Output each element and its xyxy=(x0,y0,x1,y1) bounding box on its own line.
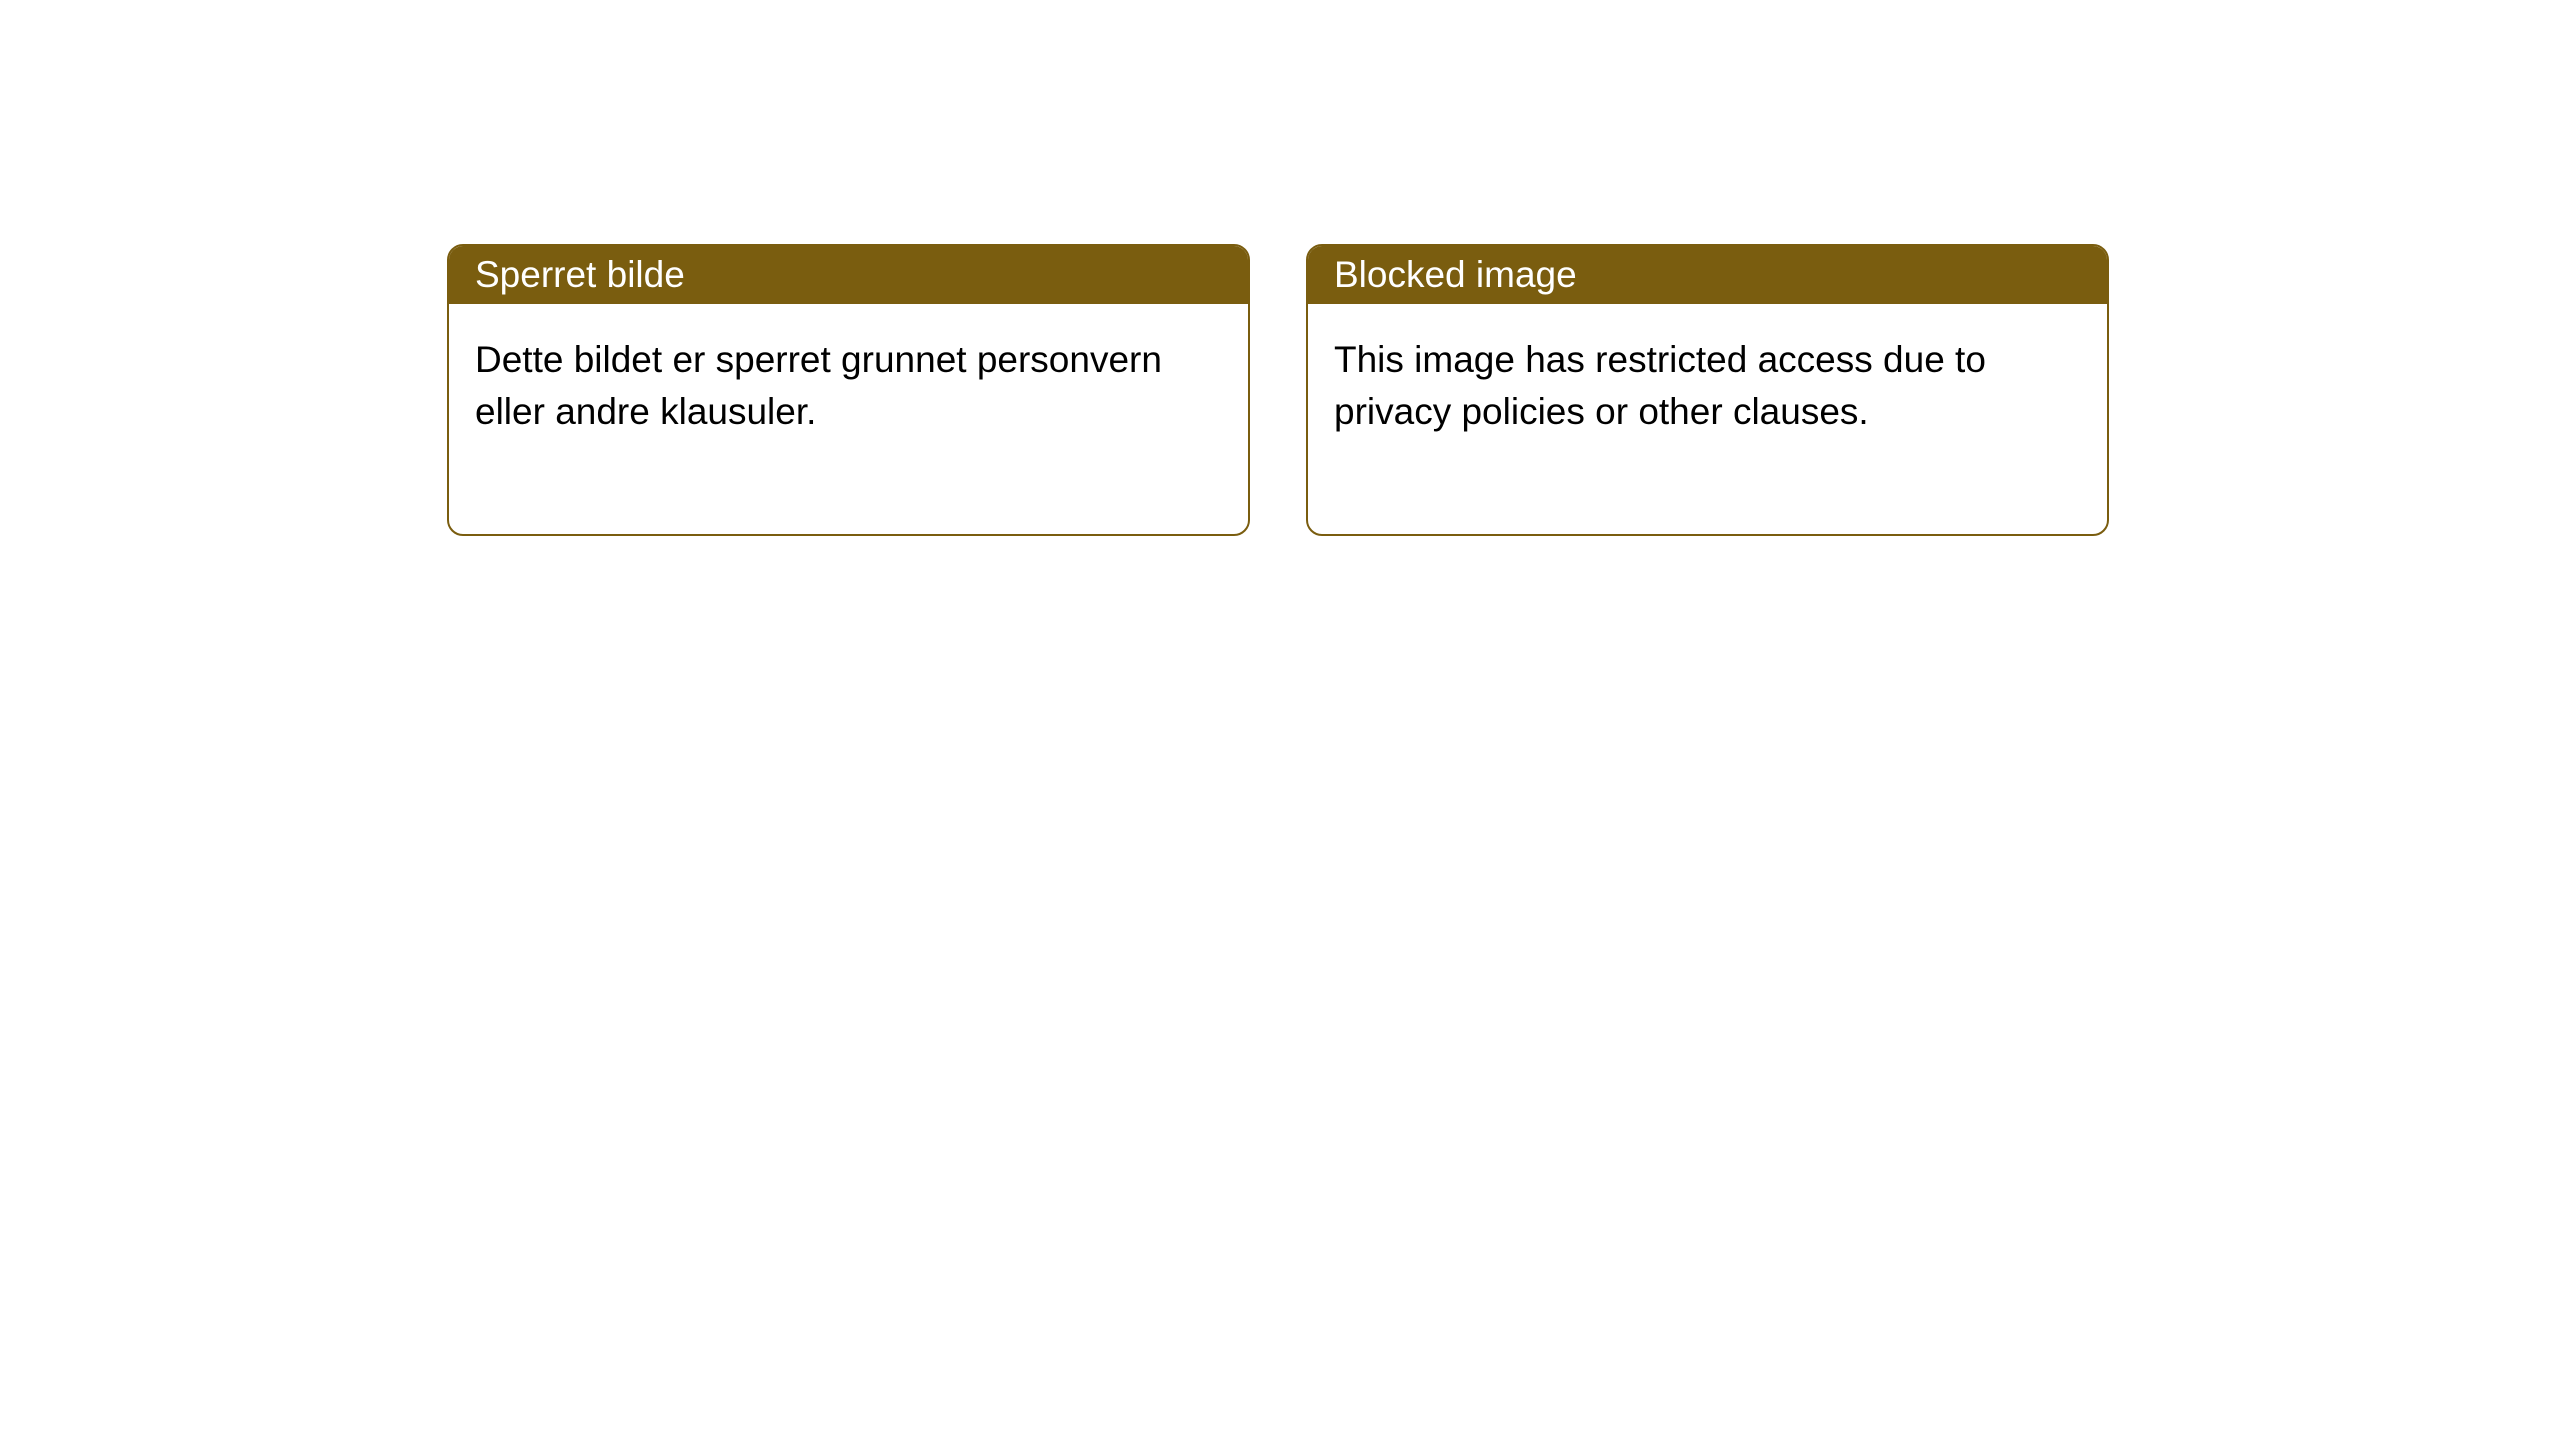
notice-cards-container: Sperret bilde Dette bildet er sperret gr… xyxy=(447,244,2560,536)
notice-text: This image has restricted access due to … xyxy=(1334,339,1986,432)
notice-title: Blocked image xyxy=(1334,254,1577,295)
notice-body: This image has restricted access due to … xyxy=(1308,304,2107,534)
notice-text: Dette bildet er sperret grunnet personve… xyxy=(475,339,1162,432)
notice-card-english: Blocked image This image has restricted … xyxy=(1306,244,2109,536)
notice-header: Blocked image xyxy=(1308,246,2107,304)
notice-card-norwegian: Sperret bilde Dette bildet er sperret gr… xyxy=(447,244,1250,536)
notice-header: Sperret bilde xyxy=(449,246,1248,304)
notice-title: Sperret bilde xyxy=(475,254,685,295)
notice-body: Dette bildet er sperret grunnet personve… xyxy=(449,304,1248,534)
